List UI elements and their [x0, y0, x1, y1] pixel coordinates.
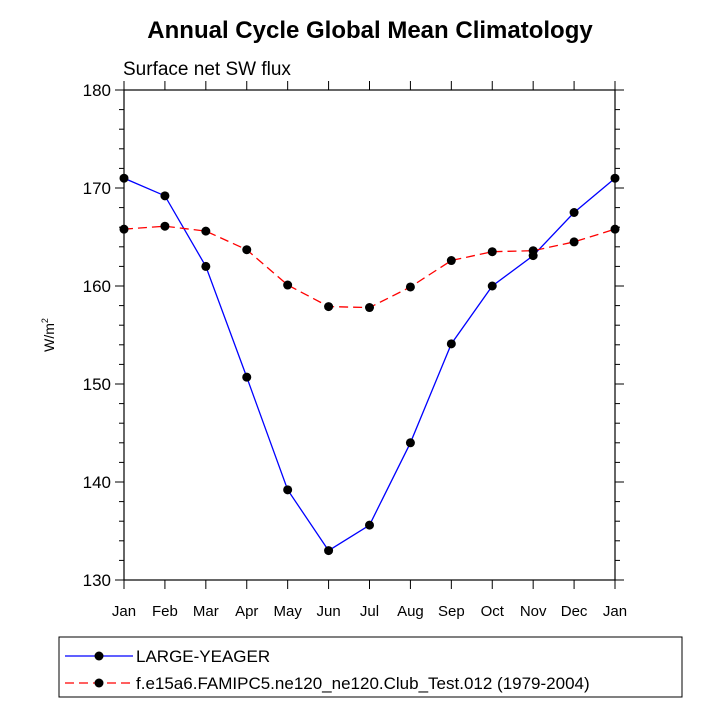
- y-tick-label: 180: [83, 81, 111, 100]
- axes: 130 140 150 160 170 180 Jan Feb Mar Apr May Jun Jul A…: [83, 81, 627, 620]
- series-2-point: [201, 226, 211, 236]
- series-2-point: [119, 224, 129, 234]
- chart-subtitle: Surface net SW flux: [123, 59, 291, 80]
- series-1-point: [119, 173, 129, 183]
- series-line-2: [123, 225, 616, 309]
- legend-marker-1: [94, 651, 104, 661]
- y-axis-label-text: W/m: [41, 323, 57, 352]
- x-tick-label: Apr: [235, 603, 258, 620]
- series-2-point: [446, 256, 456, 266]
- y-tick-label: 160: [83, 277, 111, 296]
- svg-text:W/m2: W/m2: [40, 318, 57, 352]
- x-tick-label: Nov: [520, 603, 547, 620]
- plot-frame: [123, 89, 616, 581]
- x-tick-label: Oct: [481, 603, 505, 620]
- y-tick-label: 130: [83, 571, 111, 590]
- x-tick-label: Sep: [438, 603, 465, 620]
- x-tick-label: Jan: [603, 603, 627, 620]
- series-1-point: [324, 546, 334, 556]
- series-2-point: [242, 245, 252, 255]
- series-2-point: [405, 282, 415, 292]
- series-2-point: [365, 303, 374, 313]
- series-1-point: [283, 485, 293, 495]
- series-2-point: [487, 247, 497, 257]
- series-1-point: [365, 520, 374, 530]
- series-layer: [119, 173, 620, 556]
- series-1-point: [405, 438, 415, 448]
- legend-label-1: LARGE-YEAGER: [136, 647, 270, 666]
- series-2-point: [160, 221, 170, 231]
- x-tick-label: Mar: [193, 603, 219, 620]
- series-1-point: [610, 173, 620, 183]
- x-tick-label: May: [273, 603, 302, 620]
- x-tick-label: Dec: [561, 603, 588, 620]
- legend-box: [58, 636, 683, 698]
- series-1-point: [201, 261, 211, 271]
- series-2-point: [324, 302, 334, 312]
- legend: LARGE-YEAGER f.e15a6.FAMIPC5.ne120_ne120.…: [58, 636, 683, 698]
- x-tick-label: Feb: [152, 603, 178, 620]
- series-2-point: [283, 280, 293, 290]
- y-axis-label-superscript: 2: [40, 318, 50, 323]
- y-tick-label: 140: [83, 473, 111, 492]
- series-1-point: [160, 191, 170, 201]
- x-tick-label: Jul: [360, 603, 379, 620]
- x-tick-label: Aug: [397, 603, 424, 620]
- series-1-point: [569, 208, 579, 217]
- y-tick-label: 170: [83, 179, 111, 198]
- x-tick-label: Jan: [112, 603, 136, 620]
- y-axis-label: W/m2: [40, 318, 57, 352]
- legend-label-2: f.e15a6.FAMIPC5.ne120_ne120.Club_Test.01…: [136, 674, 590, 693]
- series-line-1: [123, 177, 616, 552]
- series-1-point: [242, 372, 252, 382]
- series-2-point: [610, 224, 620, 234]
- y-tick-label: 150: [83, 375, 111, 394]
- legend-marker-2: [94, 678, 104, 688]
- series-1-point: [487, 281, 497, 291]
- series-2-point: [569, 237, 579, 247]
- x-tick-label: Jun: [316, 603, 340, 620]
- series-2-point: [528, 246, 538, 256]
- chart-title: Annual Cycle Global Mean Climatology: [147, 17, 593, 44]
- series-1-point: [446, 339, 456, 349]
